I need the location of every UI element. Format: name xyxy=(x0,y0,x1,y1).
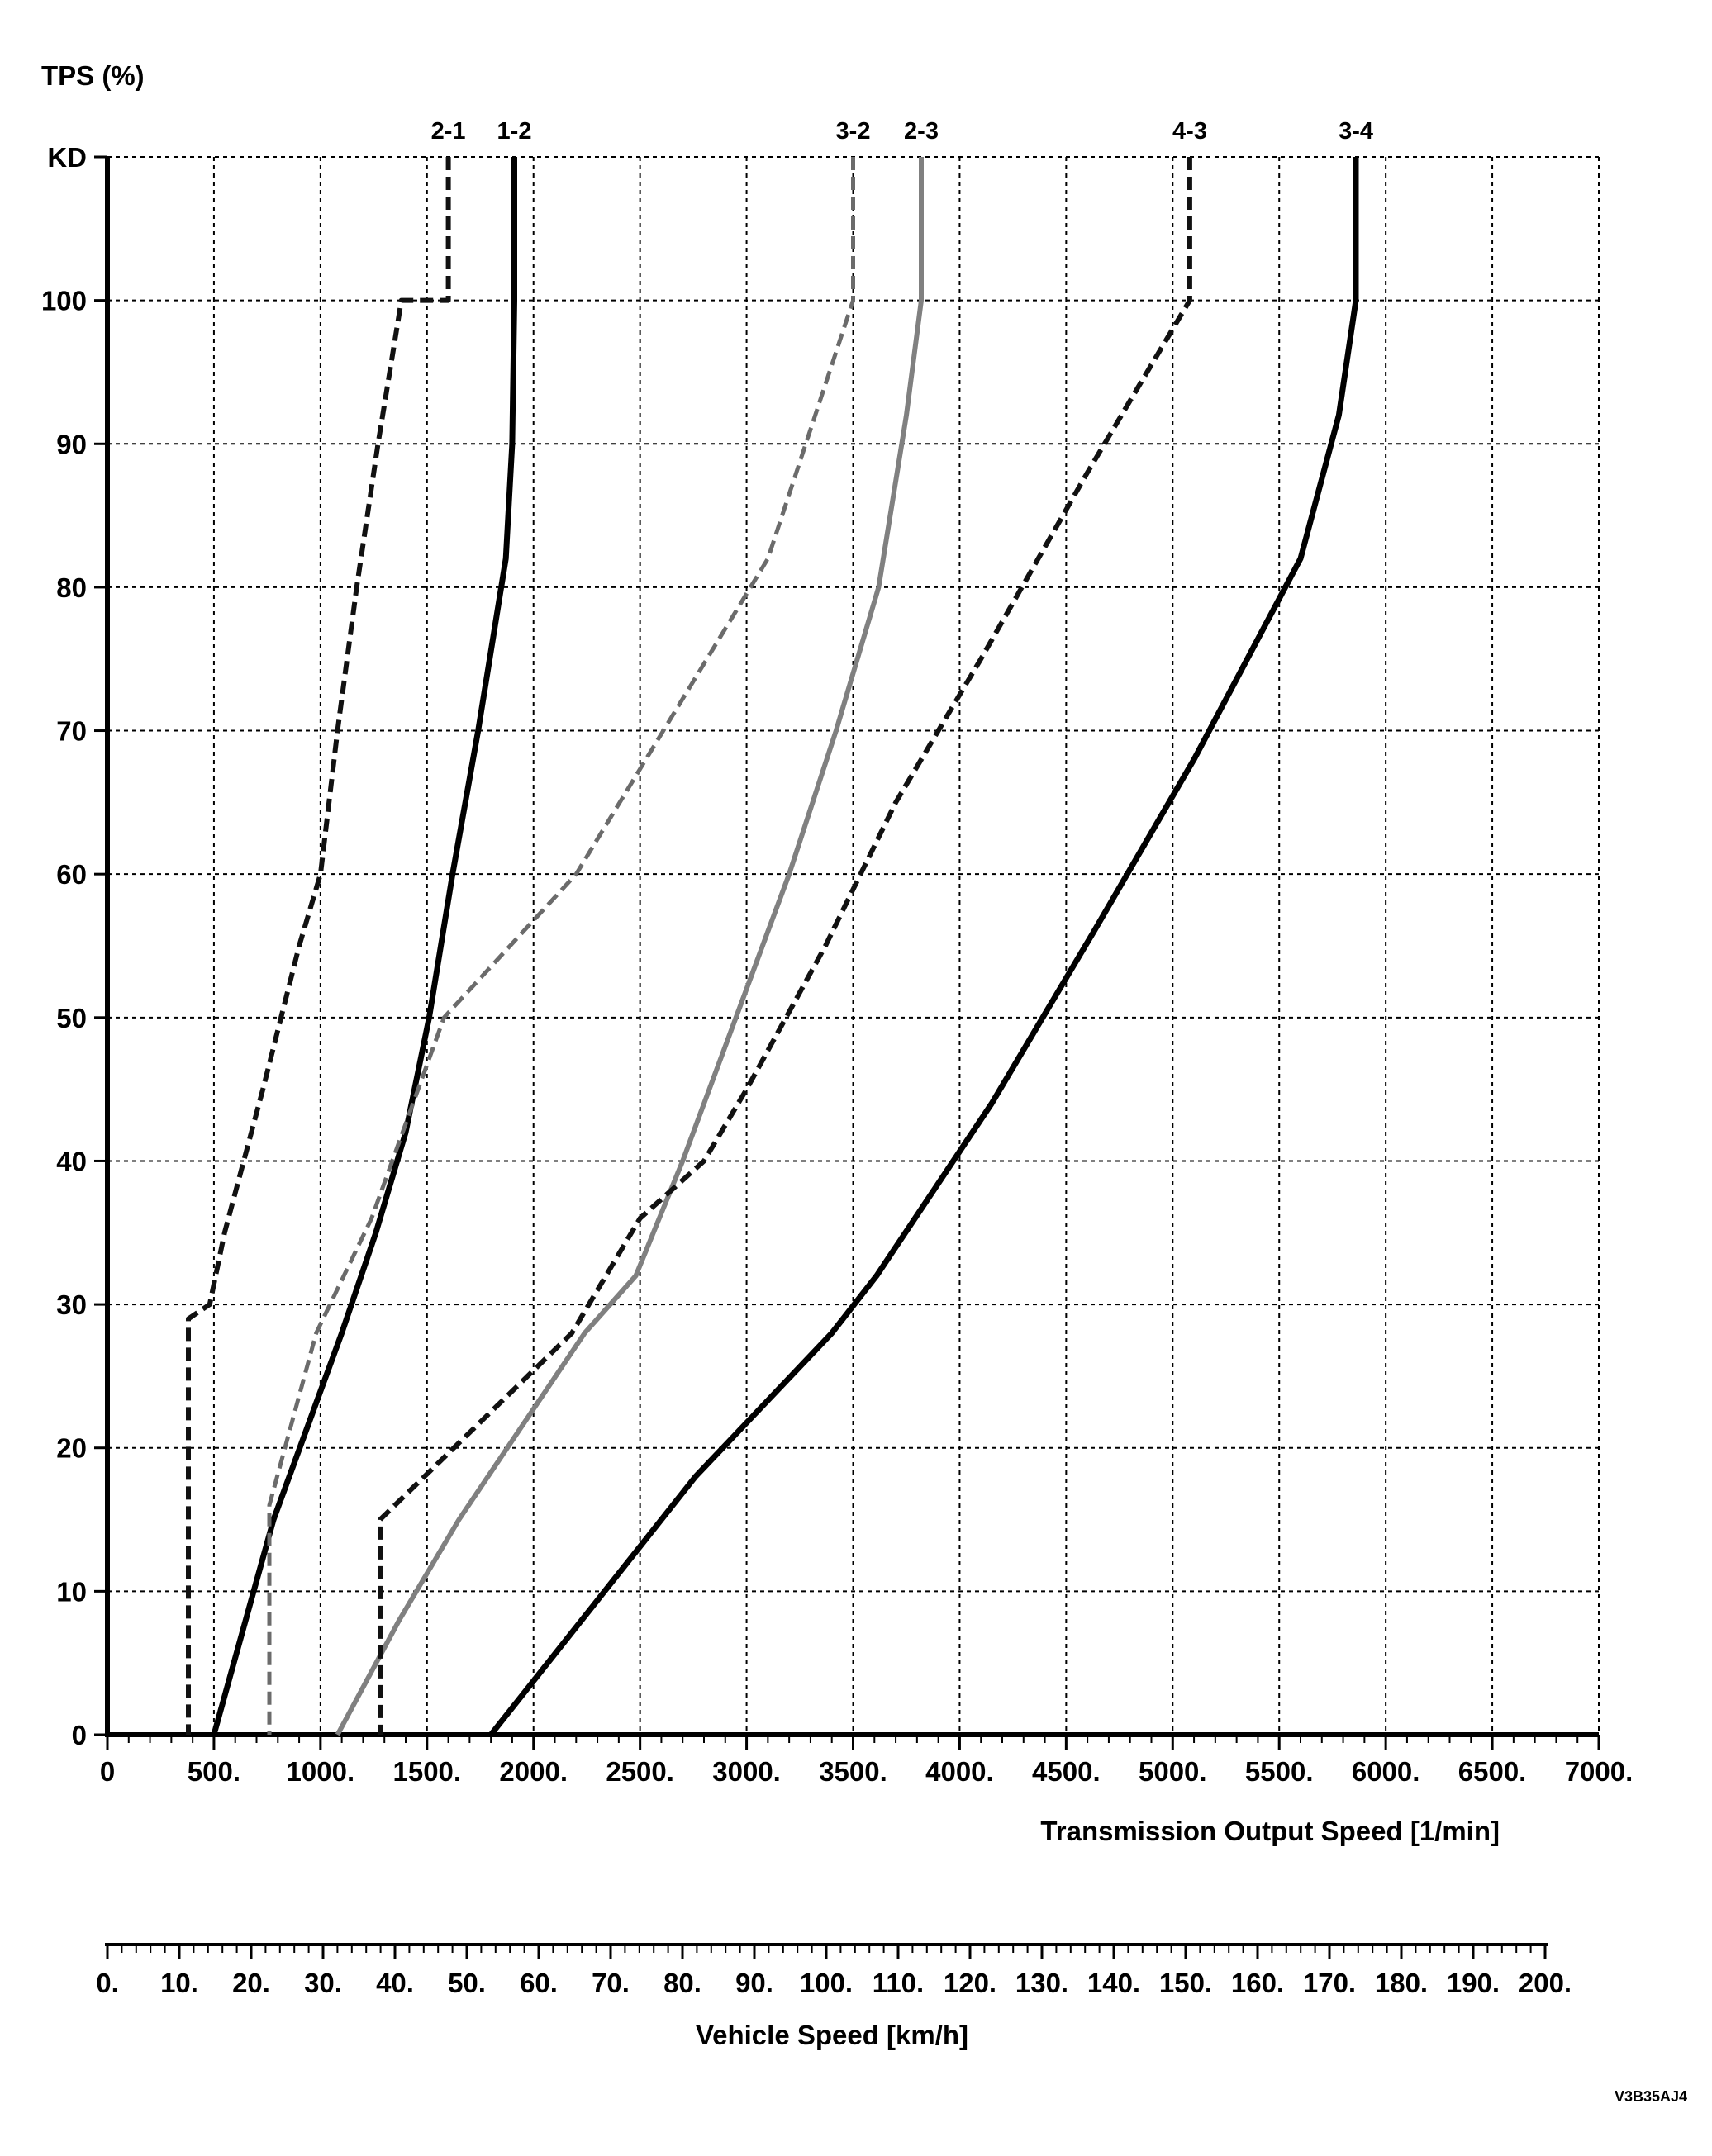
x-tick-label: 2500. xyxy=(606,1756,674,1787)
series-layer xyxy=(186,157,1359,1737)
y-tick-label: 50 xyxy=(56,1003,87,1033)
vehicle-speed-tick-label: 150. xyxy=(1159,1968,1212,1998)
y-tick-label: 30 xyxy=(56,1289,87,1320)
series-line-1-2 xyxy=(211,157,517,1736)
series-label-1-2: 1-2 xyxy=(497,118,532,145)
vehicle-speed-axis-title: Vehicle Speed [km/h] xyxy=(696,2020,968,2050)
x-tick-label: 5500. xyxy=(1245,1756,1314,1787)
vehicle-speed-tick-label: 120. xyxy=(944,1968,996,1998)
y-tick-label: 20 xyxy=(56,1433,87,1464)
x-tick-label: 3500. xyxy=(819,1756,887,1787)
series-line-2-1 xyxy=(186,157,451,1735)
x-tick-label: 0 xyxy=(100,1756,115,1787)
y-tick-label: 10 xyxy=(56,1576,87,1607)
y-tick-label: 90 xyxy=(56,429,87,459)
series-line-3-2 xyxy=(267,157,855,1735)
series-label-2-1: 2-1 xyxy=(431,118,466,145)
y-tick-label: KD xyxy=(47,142,87,173)
grid-layer xyxy=(107,156,1600,1735)
vehicle-speed-tick-label: 170. xyxy=(1303,1968,1356,1998)
vehicle-speed-tick-label: 20. xyxy=(232,1968,270,1998)
vehicle-speed-tick-label: 200. xyxy=(1519,1968,1572,1998)
tick-layer: 0 10 20 30 40 50 60 70 80 90 100 KD 0 500. 1000. 1500. 2… xyxy=(41,142,1633,1998)
series-line-4-3 xyxy=(378,157,1192,1735)
x-tick-label: 5000. xyxy=(1139,1756,1207,1787)
vehicle-speed-tick-label: 60. xyxy=(520,1968,558,1998)
y-tick-label: 100 xyxy=(41,286,87,316)
label-layer: TPS (%) Transmission Output Speed [1/min… xyxy=(41,60,1500,2050)
vehicle-speed-tick-label: 70. xyxy=(592,1968,630,1998)
figure-code: V3B35AJ4 xyxy=(1614,2088,1687,2105)
series-label-3-2: 3-2 xyxy=(836,118,871,145)
vehicle-speed-tick-label: 80. xyxy=(663,1968,701,1998)
series-line-3-4 xyxy=(488,157,1359,1737)
series-label-3-4: 3-4 xyxy=(1339,118,1373,145)
series-line-2-3 xyxy=(335,157,924,1736)
y-axis-title: TPS (%) xyxy=(41,60,145,91)
vehicle-speed-tick-label: 110. xyxy=(873,1968,924,1998)
vehicle-speed-tick-label: 180. xyxy=(1375,1968,1428,1998)
axis-layer xyxy=(105,157,1599,1946)
x-tick-label: 6000. xyxy=(1352,1756,1420,1787)
y-tick-label: 0 xyxy=(72,1720,87,1750)
x-tick-label: 4500. xyxy=(1032,1756,1101,1787)
vehicle-speed-tick-label: 40. xyxy=(376,1968,414,1998)
series-label-4-3: 4-3 xyxy=(1172,118,1207,145)
x-tick-label: 7000. xyxy=(1565,1756,1634,1787)
vehicle-speed-tick-label: 0. xyxy=(96,1968,119,1998)
x-tick-label: 4000. xyxy=(925,1756,994,1787)
x-tick-label: 1500. xyxy=(392,1756,461,1787)
series-label-2-3: 2-3 xyxy=(904,118,939,145)
y-tick-label: 60 xyxy=(56,859,87,890)
y-tick-label: 70 xyxy=(56,716,87,747)
x-tick-label: 1000. xyxy=(287,1756,355,1787)
vehicle-speed-tick-label: 190. xyxy=(1447,1968,1500,1998)
vehicle-speed-tick-label: 100. xyxy=(800,1968,853,1998)
vehicle-speed-tick-label: 140. xyxy=(1087,1968,1140,1998)
vehicle-speed-tick-label: 50. xyxy=(448,1968,486,1998)
x-tick-label: 6500. xyxy=(1458,1756,1527,1787)
vehicle-speed-tick-label: 160. xyxy=(1231,1968,1284,1998)
y-tick-label: 80 xyxy=(56,572,87,603)
x-tick-label: 2000. xyxy=(499,1756,568,1787)
vehicle-speed-tick-label: 130. xyxy=(1015,1968,1068,1998)
x-tick-label: 3000. xyxy=(712,1756,781,1787)
vehicle-speed-tick-label: 30. xyxy=(304,1968,342,1998)
x-tick-label: 500. xyxy=(188,1756,240,1787)
vehicle-speed-tick-label: 90. xyxy=(735,1968,773,1998)
x-axis-title: Transmission Output Speed [1/min] xyxy=(1040,1816,1500,1846)
vehicle-speed-tick-label: 10. xyxy=(160,1968,198,1998)
y-tick-label: 40 xyxy=(56,1146,87,1176)
